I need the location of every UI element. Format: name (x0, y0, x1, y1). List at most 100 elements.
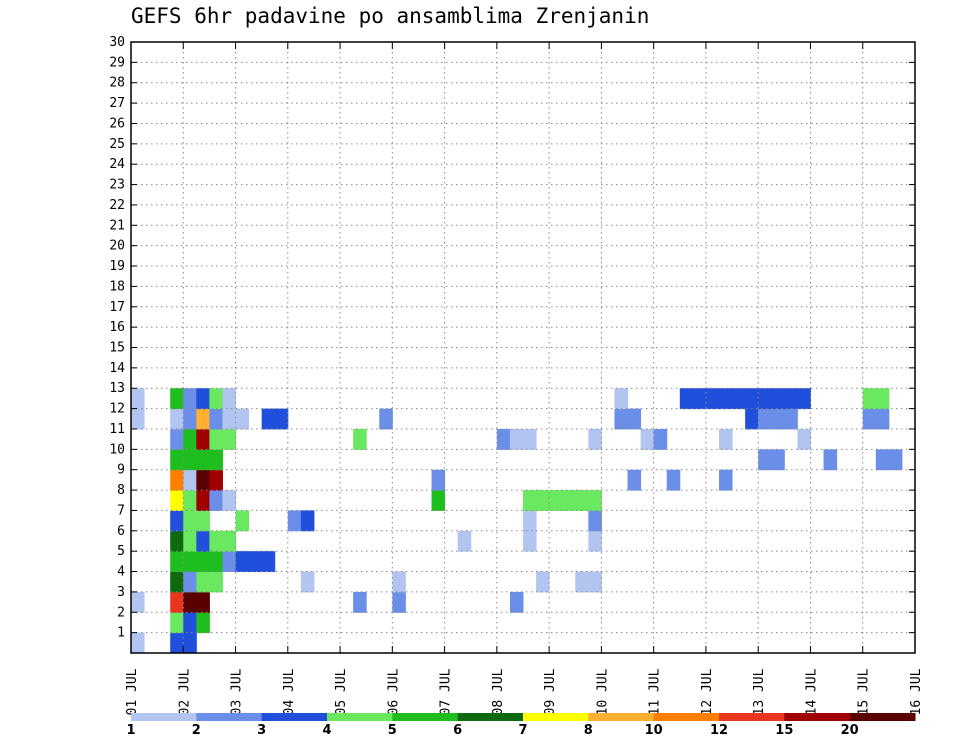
y-tick-label: 11 (109, 422, 125, 437)
colorbar-label: 12 (710, 723, 728, 738)
heatmap-cell (509, 428, 524, 450)
y-tick-label: 12 (109, 402, 125, 417)
colorbar-label: 7 (518, 723, 527, 738)
heatmap-cell (823, 449, 838, 471)
x-tick-label: 01 JUL (125, 668, 140, 715)
y-tick-label: 1 (117, 626, 125, 641)
heatmap-cell (392, 591, 406, 613)
heatmap-cell (222, 551, 237, 573)
heatmap-cell (653, 428, 668, 450)
heatmap-cell (131, 388, 145, 410)
y-tick-label: 3 (117, 585, 125, 600)
heatmap-cell (235, 551, 250, 573)
y-tick-label: 20 (109, 239, 125, 254)
heatmap-cell (183, 530, 197, 552)
x-axis-ticks: 01 JUL 02 JUL 03 JUL 04 JUL 05 JUL 06 JUL 07 J… (125, 42, 924, 715)
colorbar-label: 6 (453, 723, 462, 738)
heatmap-cell (209, 469, 223, 491)
heatmap-cell (758, 408, 772, 430)
heatmap-cell (196, 591, 210, 613)
y-tick-label: 14 (109, 361, 125, 376)
heatmap-cell (431, 490, 446, 511)
heatmap-cell (888, 449, 903, 471)
heatmap-cell (183, 551, 197, 573)
y-tick-label: 29 (109, 55, 125, 70)
heatmap-cell (732, 388, 746, 410)
heatmap-cell (183, 469, 197, 491)
y-tick-label: 19 (109, 259, 125, 274)
heatmap-cell (222, 388, 237, 410)
colorbar-swatch (131, 713, 197, 721)
x-tick-label: 10 JUL (595, 668, 610, 715)
y-tick-label: 25 (109, 137, 125, 152)
colorbar-label: 3 (257, 723, 266, 738)
y-tick-label: 21 (109, 218, 125, 233)
heatmap-cell (287, 510, 302, 532)
heatmap-cell (196, 490, 210, 511)
heatmap-cell (588, 490, 602, 511)
heatmap-cell (588, 428, 602, 450)
y-tick-label: 4 (117, 565, 125, 580)
heatmap-cell (196, 449, 210, 471)
heatmap-cell (523, 510, 537, 532)
heatmap-cell (523, 490, 537, 511)
colorbar-swatch (327, 713, 393, 721)
heatmap-cell (353, 428, 367, 450)
colorbar-label: 10 (645, 723, 663, 738)
heatmap-cell (170, 449, 184, 471)
heatmap-cell (209, 530, 223, 552)
y-tick-label: 7 (117, 503, 125, 518)
heatmap-cell (222, 530, 237, 552)
heatmap-cell (196, 388, 210, 410)
heatmap-cell (758, 449, 772, 471)
y-tick-label: 16 (109, 320, 125, 335)
heatmap-cell (719, 469, 733, 491)
heatmap-cell (170, 490, 184, 511)
heatmap-cell (222, 428, 237, 450)
x-tick-label: 04 JUL (282, 668, 297, 715)
heatmap-cell (640, 428, 655, 450)
y-tick-label: 9 (117, 463, 125, 478)
y-tick-label: 13 (109, 381, 125, 396)
heatmap-cell (509, 591, 524, 613)
heatmap-cell (692, 388, 707, 410)
x-tick-label: 05 JUL (334, 668, 349, 715)
heatmap-cell (170, 591, 184, 613)
heatmap-cell (170, 571, 184, 593)
heatmap-cell (170, 428, 184, 450)
heatmap-cell (300, 510, 315, 532)
heatmap-cell (196, 612, 210, 634)
heatmap-cell (431, 469, 446, 491)
heatmap-cell (862, 408, 877, 430)
colorbar-label: 15 (775, 723, 793, 738)
colorbar-label: 5 (388, 723, 397, 738)
heatmap-cell (183, 388, 197, 410)
heatmap-cell (353, 591, 367, 613)
x-tick-label: 12 JUL (700, 668, 715, 715)
heatmap-cell (196, 408, 210, 430)
heatmap-cell (209, 551, 223, 573)
heatmap-cell (523, 428, 537, 450)
colorbar-label: 20 (841, 723, 859, 738)
heatmap-cell (300, 571, 315, 593)
x-tick-label: 02 JUL (177, 668, 192, 715)
colorbar-swatch (392, 713, 459, 721)
y-tick-label: 30 (109, 35, 125, 50)
heatmap-cell (588, 530, 602, 552)
x-tick-label: 15 JUL (857, 668, 872, 715)
heatmap-cell (196, 510, 210, 532)
heatmap-cell (627, 469, 642, 491)
y-tick-label: 18 (109, 279, 125, 294)
heatmap-cell (758, 388, 772, 410)
heatmap-cell (222, 490, 237, 511)
heatmap-cell (379, 408, 393, 430)
heatmap-cell (209, 388, 223, 410)
heatmap-cell (875, 449, 890, 471)
heatmap-cells (131, 388, 903, 654)
x-tick-label: 03 JUL (230, 668, 245, 715)
heatmap-cell (875, 388, 890, 410)
heatmap-cell (875, 408, 890, 430)
heatmap-cell (784, 388, 798, 410)
heatmap-cell (536, 490, 550, 511)
